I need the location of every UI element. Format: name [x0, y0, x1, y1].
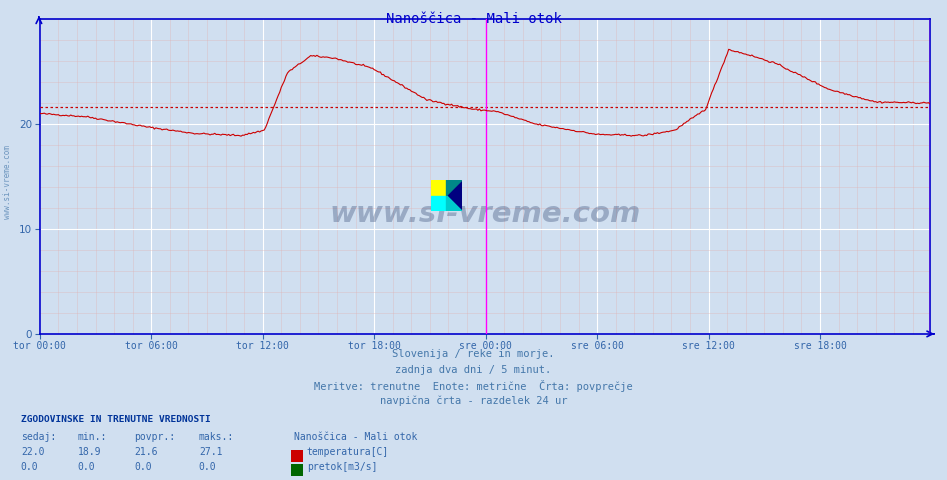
- Text: temperatura[C]: temperatura[C]: [307, 447, 389, 457]
- Text: Nanoščica - Mali otok: Nanoščica - Mali otok: [294, 432, 417, 442]
- Text: povpr.:: povpr.:: [134, 432, 175, 442]
- Text: Meritve: trenutne  Enote: metrične  Črta: povprečje: Meritve: trenutne Enote: metrične Črta: …: [314, 380, 633, 392]
- Text: navpična črta - razdelek 24 ur: navpična črta - razdelek 24 ur: [380, 396, 567, 406]
- Text: 18.9: 18.9: [78, 447, 101, 457]
- Text: ZGODOVINSKE IN TRENUTNE VREDNOSTI: ZGODOVINSKE IN TRENUTNE VREDNOSTI: [21, 415, 210, 424]
- Text: maks.:: maks.:: [199, 432, 234, 442]
- Text: zadnja dva dni / 5 minut.: zadnja dva dni / 5 minut.: [396, 365, 551, 375]
- Text: 27.1: 27.1: [199, 447, 223, 457]
- Text: 0.0: 0.0: [134, 462, 152, 472]
- Polygon shape: [447, 196, 462, 211]
- Text: www.si-vreme.com: www.si-vreme.com: [3, 145, 12, 219]
- Text: www.si-vreme.com: www.si-vreme.com: [330, 200, 640, 228]
- Text: 0.0: 0.0: [199, 462, 217, 472]
- Text: 22.0: 22.0: [21, 447, 45, 457]
- Polygon shape: [447, 180, 462, 196]
- Bar: [447, 180, 462, 211]
- Text: Slovenija / reke in morje.: Slovenija / reke in morje.: [392, 349, 555, 360]
- Text: min.:: min.:: [78, 432, 107, 442]
- Text: Nanoščica - Mali otok: Nanoščica - Mali otok: [385, 12, 562, 26]
- Bar: [431, 196, 447, 211]
- Text: 0.0: 0.0: [21, 462, 39, 472]
- Text: 0.0: 0.0: [78, 462, 96, 472]
- Text: pretok[m3/s]: pretok[m3/s]: [307, 462, 377, 472]
- Text: 21.6: 21.6: [134, 447, 158, 457]
- Text: sedaj:: sedaj:: [21, 432, 56, 442]
- Bar: [431, 180, 447, 196]
